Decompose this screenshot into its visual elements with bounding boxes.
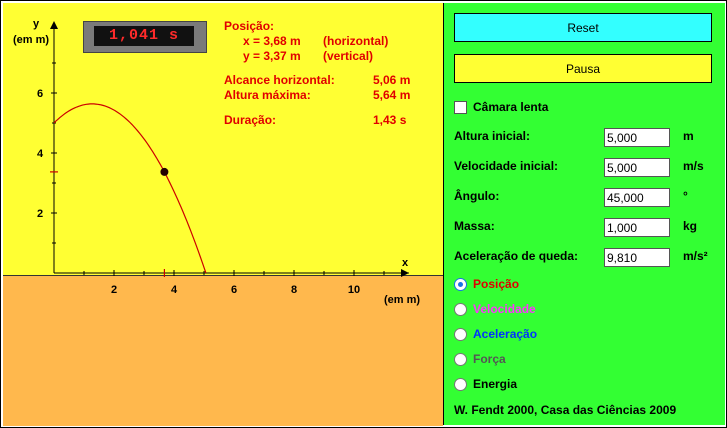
sky-background	[3, 3, 443, 275]
timer-readout: 1,041 s	[94, 26, 194, 46]
y-tick-label: 4	[37, 148, 44, 160]
radio-energy[interactable]: Energia	[454, 377, 518, 392]
slow-motion-checkbox[interactable]: Câmara lenta	[454, 100, 549, 115]
radio-acceleration-label: Aceleração	[473, 327, 538, 341]
x-tick-label: 8	[291, 284, 297, 296]
initial-velocity-unit: m/s	[683, 159, 704, 173]
radio-acceleration[interactable]: Aceleração	[454, 327, 538, 342]
mass-unit: kg	[683, 219, 698, 233]
angle-input[interactable]	[604, 188, 670, 207]
y-position-value: y = 3,37 m	[243, 49, 301, 63]
trajectory-curve	[53, 103, 207, 274]
radio-position-label: Posição	[473, 277, 520, 291]
gravity-input[interactable]	[604, 248, 670, 267]
mass-input[interactable]	[604, 218, 670, 237]
max-height-value: 5,64 m	[373, 88, 411, 102]
x-position-note: (horizontal)	[323, 34, 389, 48]
initial-velocity-label: Velocidade inicial:	[454, 159, 559, 173]
initial-height-unit: m	[683, 129, 694, 143]
y-axis-label: y	[33, 18, 40, 30]
position-label: Posição:	[224, 19, 275, 33]
credit-text: W. Fendt 2000, Casa das Ciências 2009	[454, 403, 677, 417]
radio-position[interactable]: Posição	[454, 277, 520, 292]
y-axis-arrow	[50, 21, 58, 29]
radio-force-label: Força	[473, 352, 506, 366]
timer-display: 1,041 s	[83, 21, 207, 53]
range-label: Alcance horizontal:	[224, 73, 335, 87]
x-tick-label: 2	[111, 284, 117, 296]
radio-button[interactable]	[454, 353, 467, 367]
ground-background	[3, 275, 443, 426]
initial-velocity-input[interactable]	[604, 158, 670, 177]
duration-label: Duração:	[224, 113, 277, 127]
radio-velocity[interactable]: Velocidade	[454, 302, 536, 317]
trajectory-plot: 2 4 6 8 10 2 4 6 y (em m) x (em m)	[13, 18, 420, 306]
y-axis-unit: (em m)	[13, 34, 49, 46]
projectile-ball	[160, 167, 169, 176]
x-position-value: x = 3,68 m	[243, 34, 301, 48]
y-tick-label: 6	[37, 88, 43, 100]
x-tick-label: 6	[231, 284, 237, 296]
range-value: 5,06 m	[373, 73, 411, 87]
radio-energy-label: Energia	[473, 377, 518, 391]
y-tick-label: 2	[37, 208, 43, 220]
initial-height-input[interactable]	[604, 128, 670, 147]
gravity-label: Aceleração de queda:	[454, 249, 579, 263]
x-axis-unit: (em m)	[384, 294, 420, 306]
gravity-unit: m/s²	[683, 249, 708, 263]
x-axis-arrow	[401, 269, 409, 277]
reset-button[interactable]: Reset	[454, 13, 712, 42]
simulation-area: 2 4 6 8 10 2 4 6 y (em m) x (em m) 1,041 s Pos…	[3, 3, 444, 426]
x-ticks: 2 4 6 8 10	[83, 270, 385, 296]
x-axis-label: x	[402, 257, 409, 269]
radio-force[interactable]: Força	[454, 352, 506, 367]
control-panel: Reset Pausa Câmara lenta Altura inicial:…	[444, 3, 725, 425]
mass-label: Massa:	[454, 219, 495, 233]
initial-height-label: Altura inicial:	[454, 129, 531, 143]
y-position-note: (vertical)	[323, 49, 374, 63]
angle-unit: °	[683, 189, 688, 203]
radio-button[interactable]	[454, 378, 467, 392]
radio-velocity-label: Velocidade	[473, 302, 536, 316]
radio-button[interactable]	[454, 303, 467, 317]
angle-label: Ângulo:	[454, 189, 500, 203]
max-height-label: Altura máxima:	[224, 88, 311, 102]
pause-button[interactable]: Pausa	[454, 54, 712, 83]
duration-value: 1,43 s	[373, 113, 407, 127]
y-ticks: 2 4 6	[37, 62, 57, 244]
slow-motion-label: Câmara lenta	[473, 100, 549, 114]
x-tick-label: 4	[171, 284, 178, 296]
x-tick-label: 10	[348, 284, 360, 296]
radio-button[interactable]	[454, 278, 467, 292]
checkbox-box[interactable]	[454, 101, 467, 115]
radio-button[interactable]	[454, 328, 467, 342]
